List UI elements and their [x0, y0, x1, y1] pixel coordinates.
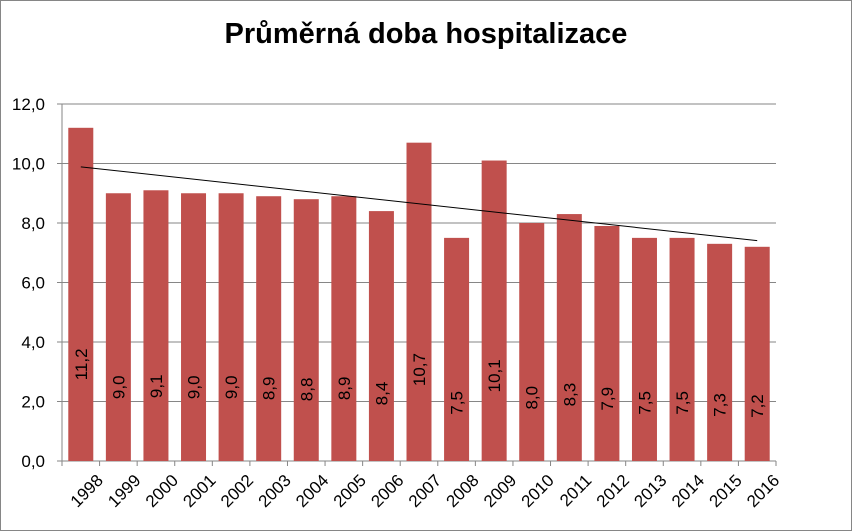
data-label: 8,9 — [335, 377, 354, 401]
bar — [256, 196, 282, 461]
data-label: 9,0 — [109, 375, 128, 399]
data-label: 9,0 — [222, 375, 241, 399]
data-label: 9,1 — [147, 374, 166, 398]
x-tick-label: 1999 — [104, 471, 144, 511]
y-tick-label: 0,0 — [21, 452, 45, 471]
data-label: 7,5 — [635, 391, 654, 415]
x-tick-label: 2009 — [480, 471, 520, 511]
data-label: 8,0 — [523, 386, 542, 410]
bar — [744, 246, 770, 461]
data-label: 7,5 — [673, 391, 692, 415]
data-label: 7,9 — [598, 387, 617, 411]
x-tick-label: 2003 — [255, 471, 295, 511]
x-tick-label: 2016 — [743, 471, 783, 511]
bar — [631, 237, 657, 461]
data-label: 11,2 — [72, 348, 91, 380]
x-tick-label: 2000 — [142, 471, 182, 511]
bar — [669, 237, 695, 461]
x-tick-label: 2013 — [630, 471, 670, 511]
bar — [556, 214, 582, 461]
data-label: 7,2 — [748, 394, 767, 418]
x-tick-label: 2011 — [556, 471, 595, 510]
x-tick-label: 2005 — [330, 471, 370, 511]
x-tick-label: 1998 — [67, 471, 107, 511]
data-label: 10,1 — [485, 359, 504, 392]
bar — [331, 196, 357, 461]
data-label: 8,9 — [260, 377, 279, 401]
x-tick-label: 2014 — [668, 471, 708, 511]
x-tick-label: 2010 — [518, 471, 558, 511]
bar — [406, 142, 432, 462]
x-tick-label: 2001 — [179, 471, 219, 511]
y-tick-label: 4,0 — [21, 333, 45, 352]
x-tick-label: 2012 — [593, 471, 633, 511]
bar — [481, 160, 507, 461]
data-label: 8,3 — [560, 383, 579, 407]
bar — [143, 190, 169, 461]
x-tick-label: 2006 — [367, 471, 407, 511]
bar — [68, 127, 94, 462]
bar — [707, 243, 733, 461]
x-tick-label: 2007 — [405, 471, 445, 511]
bar — [444, 237, 470, 461]
x-tick-label: 2015 — [706, 471, 746, 511]
bar — [519, 223, 545, 461]
bar — [181, 193, 207, 461]
y-tick-label: 10,0 — [12, 155, 45, 174]
bar — [368, 211, 394, 461]
x-tick-label: 2004 — [292, 471, 332, 511]
x-tick-label: 2008 — [442, 471, 482, 511]
bar — [218, 193, 244, 461]
bar — [594, 225, 620, 461]
bar — [105, 193, 131, 461]
data-label: 8,4 — [372, 382, 391, 406]
data-label: 7,3 — [711, 393, 730, 417]
y-tick-label: 8,0 — [21, 214, 45, 233]
data-label: 10,7 — [410, 353, 429, 386]
trendline — [80, 166, 758, 242]
x-tick-label: 2002 — [217, 471, 257, 511]
y-tick-label: 12,0 — [12, 95, 45, 114]
y-tick-label: 6,0 — [21, 274, 45, 293]
y-tick-label: 2,0 — [21, 393, 45, 412]
chart-title: Průměrná doba hospitalizace — [224, 18, 628, 50]
data-label: 9,0 — [185, 375, 204, 399]
data-label: 8,8 — [297, 378, 316, 402]
bar — [293, 199, 319, 461]
data-label: 7,5 — [448, 391, 467, 415]
